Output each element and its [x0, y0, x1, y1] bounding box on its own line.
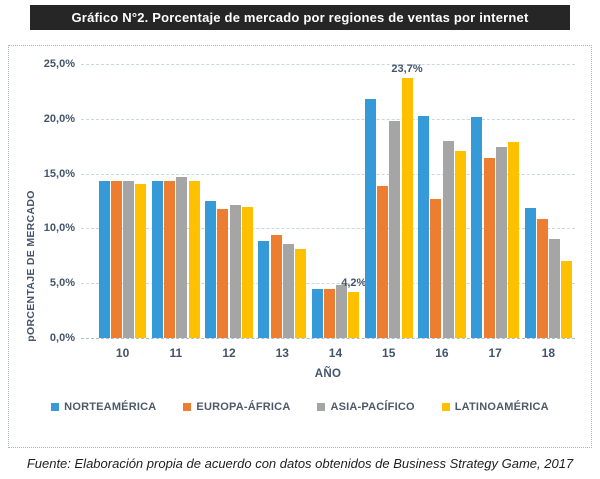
- bar-asia-pacífico: [176, 176, 188, 338]
- bar-europa-áfrica: [111, 181, 122, 338]
- legend-label: LATINOAMÉRICA: [454, 401, 549, 413]
- x-tick-label: 15: [382, 346, 396, 360]
- bar-europa-áfrica: [164, 181, 176, 338]
- bar-asia-pacífico: [282, 243, 294, 338]
- bar-asia-pacífico: [548, 239, 560, 338]
- bar-asia-pacífico: [229, 205, 241, 338]
- bar-latinoamérica: [507, 141, 519, 338]
- bar-europa-áfrica: [323, 288, 335, 338]
- gridline: [81, 228, 575, 230]
- bar-europa-áfrica: [483, 158, 495, 338]
- legend-swatch-icon: [441, 403, 450, 411]
- bar-norteamérica: [98, 181, 110, 338]
- y-tick-label: 10,0%: [43, 222, 75, 235]
- bars-container: 4,2% 23,7%: [96, 46, 575, 338]
- bar-europa-áfrica: [270, 235, 282, 338]
- legend-item-latinoamérica: LATINOAMÉRICA: [441, 401, 549, 413]
- y-tick-label: 25,0%: [43, 58, 75, 70]
- legend-item-europa-áfrica: EUROPA-ÁFRICA: [183, 401, 290, 413]
- bar-asia-pacífico: [442, 140, 454, 338]
- source-note: Fuente: Elaboración propia de acuerdo co…: [26, 456, 574, 471]
- gridline: [81, 64, 575, 65]
- gridline: [81, 283, 575, 285]
- x-tick-label: 18: [541, 346, 556, 360]
- legend-swatch-icon: [183, 403, 192, 411]
- x-tick-label: 14: [328, 346, 343, 360]
- bar-norteamérica: [258, 240, 270, 338]
- gridline: [81, 118, 575, 120]
- chart-area: pORCENTAJE DE MERCADO 4,2% 23,7% AÑO NORT…: [8, 45, 592, 448]
- legend-item-asia-pacífico: ASIA-PACÍFICO: [317, 401, 415, 413]
- y-tick-label: 5,0%: [49, 277, 75, 290]
- legend-swatch-icon: [317, 403, 326, 411]
- bar-latinoamérica: [454, 150, 466, 338]
- legend-label: ASIA-PACÍFICO: [330, 401, 415, 413]
- bar-asia-pacífico: [389, 121, 401, 338]
- bar-norteamérica: [364, 99, 376, 338]
- bar-group: [522, 46, 575, 338]
- bar-latinoamérica: [188, 181, 200, 338]
- legend: NORTEAMÉRICA EUROPA-ÁFRICA ASIA-PACÍFICO LA…: [9, 401, 591, 413]
- bar-norteamérica: [205, 201, 217, 338]
- x-tick-label: 12: [222, 346, 236, 360]
- bar-latinoamérica: [135, 183, 147, 338]
- bar-norteamérica: [418, 115, 430, 338]
- bar-group: [96, 46, 149, 338]
- x-tick-label: 11: [169, 346, 183, 360]
- gridline: [81, 173, 575, 175]
- bar-norteamérica: [152, 181, 164, 338]
- bar-europa-áfrica: [536, 218, 548, 338]
- bar-group: [256, 46, 309, 338]
- x-tick-label: 17: [488, 346, 502, 360]
- legend-item-norteamérica: NORTEAMÉRICA: [51, 401, 156, 413]
- plot-area: pORCENTAJE DE MERCADO 4,2% 23,7% AÑO NORT…: [9, 46, 591, 447]
- legend-label: NORTEAMÉRICA: [64, 401, 157, 413]
- bar-group: [469, 46, 522, 338]
- x-tick-label: 13: [275, 346, 289, 360]
- bar-europa-áfrica: [377, 185, 389, 338]
- bar-group: [202, 46, 255, 338]
- y-tick-label: 15,0%: [43, 167, 75, 180]
- bar-asia-pacífico: [495, 147, 507, 338]
- bar-group: [415, 46, 468, 338]
- bar-group: 4,2%: [309, 46, 366, 338]
- x-tick-label: 10: [115, 346, 130, 360]
- bar-asia-pacífico: [336, 285, 348, 338]
- bar-group: 23,7%: [362, 46, 423, 338]
- bar-group: [149, 46, 202, 338]
- bar-norteamérica: [311, 288, 323, 338]
- bar-asia-pacífico: [123, 181, 135, 338]
- y-axis-title: pORCENTAJE DE MERCADO: [25, 190, 37, 342]
- bar-latinoamérica: [348, 292, 360, 338]
- bar-europa-áfrica: [430, 198, 442, 338]
- bar-latinoamérica: [295, 249, 307, 338]
- x-axis-title: AÑO: [314, 368, 342, 380]
- bar-norteamérica: [471, 116, 483, 338]
- data-label: 4,2%: [341, 276, 367, 289]
- y-tick-label: 20,0%: [43, 112, 75, 125]
- chart-title-banner: Gráfico N°2. Porcentaje de mercado por r…: [30, 5, 570, 30]
- x-tick-label: 16: [435, 346, 449, 360]
- y-tick-label: 0,0%: [49, 332, 75, 344]
- bar-latinoamérica: [241, 206, 253, 338]
- bar-latinoamérica: [561, 261, 573, 338]
- data-label: 23,7%: [391, 63, 423, 76]
- bar-europa-áfrica: [217, 208, 229, 338]
- bar-norteamérica: [524, 207, 536, 338]
- legend-swatch-icon: [51, 403, 60, 411]
- bar-latinoamérica: [401, 78, 413, 338]
- x-axis-line: [81, 338, 575, 339]
- legend-label: EUROPA-ÁFRICA: [196, 401, 291, 413]
